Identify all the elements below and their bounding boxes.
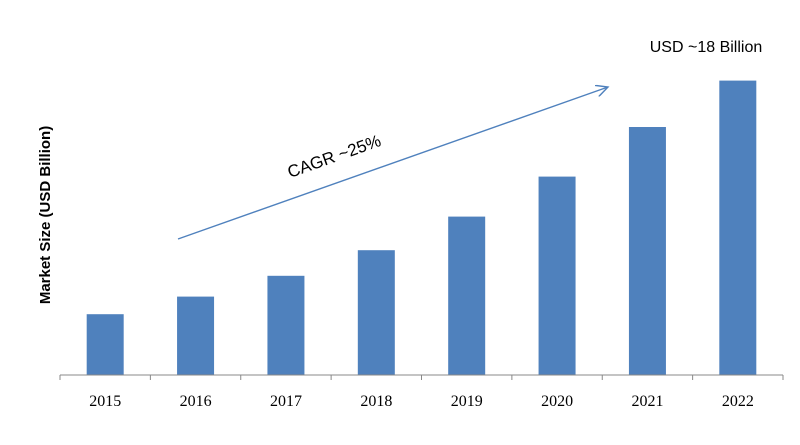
x-tick-label: 2020 (541, 393, 573, 410)
bar-2017 (267, 275, 305, 375)
cagr-label: CAGR ~25% (285, 131, 384, 182)
bar-2016 (177, 296, 215, 375)
bar-2019 (448, 216, 486, 375)
x-tick-label: 2018 (360, 393, 392, 410)
x-tick-label: 2019 (451, 393, 483, 410)
value-annotation: USD ~18 Billion (650, 39, 763, 56)
x-tick-label: 2015 (89, 393, 121, 410)
x-tick-label: 2021 (631, 393, 663, 410)
bar-2020 (538, 176, 576, 375)
bar-2021 (628, 127, 666, 375)
x-tick-marks (59, 375, 784, 380)
bar-2015 (86, 314, 124, 375)
x-tick-labels: 2015 2016 2017 2018 2019 2020 2021 2022 (89, 393, 754, 410)
bars-group (86, 80, 757, 375)
x-tick-label: 2017 (270, 393, 302, 410)
cagr-arrow (177, 87, 608, 240)
y-axis-label: Market Size (USD Billion) (37, 126, 54, 304)
bar-2018 (357, 250, 395, 375)
x-tick-label: 2022 (722, 393, 754, 410)
bar-2022 (719, 80, 757, 375)
x-tick-label: 2016 (180, 393, 212, 410)
